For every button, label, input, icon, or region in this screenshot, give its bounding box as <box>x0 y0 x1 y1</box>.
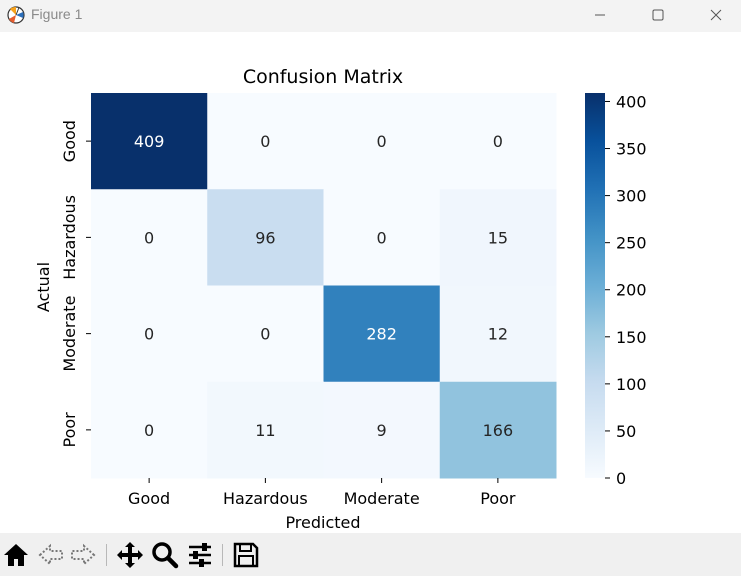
chart-title: Confusion Matrix <box>243 66 403 88</box>
minimize-button[interactable] <box>571 0 629 30</box>
cell-value-label: 0 <box>377 132 387 151</box>
minimize-icon <box>595 14 605 16</box>
cell-value-label: 0 <box>144 325 154 344</box>
matplotlib-icon <box>7 6 25 24</box>
colorbar-tick-label: 100 <box>616 375 647 394</box>
y-axis-label: Actual <box>34 262 53 312</box>
colorbar-tick-label: 150 <box>616 328 647 347</box>
window-titlebar: Figure 1 <box>0 0 741 32</box>
cell-value-label: 0 <box>144 421 154 440</box>
back-button[interactable] <box>36 540 66 570</box>
x-tick-label: Good <box>128 489 170 508</box>
x-axis-label: Predicted <box>285 513 360 532</box>
heatmap-cell <box>439 381 557 479</box>
zoom-button[interactable] <box>150 540 180 570</box>
zoom-icon <box>152 542 179 569</box>
cell-value-label: 0 <box>260 325 270 344</box>
maximize-button[interactable] <box>629 0 687 30</box>
heatmap-cell <box>207 189 324 286</box>
y-tick-label: Hazardous <box>60 195 79 280</box>
forward-icon <box>71 543 96 567</box>
window-title: Figure 1 <box>31 6 83 22</box>
colorbar-tick-label: 200 <box>616 281 647 300</box>
home-icon <box>4 544 28 566</box>
cell-value-label: 12 <box>488 325 508 344</box>
toolbar-separator <box>106 544 107 566</box>
heatmap-cell <box>323 93 441 190</box>
y-tick-label: Good <box>60 120 79 162</box>
heatmap-cell <box>439 285 557 383</box>
heatmap-cell <box>439 189 557 286</box>
heatmap-cell <box>207 93 324 190</box>
home-button[interactable] <box>1 540 31 570</box>
heatmap-cell <box>323 285 441 383</box>
colorbar-tick-label: 0 <box>616 469 626 488</box>
save-button[interactable] <box>231 540 261 570</box>
heatmap-cell <box>439 93 557 190</box>
heatmap-cell <box>91 285 208 383</box>
cell-value-label: 0 <box>144 228 154 247</box>
confusion-matrix-chart: Confusion Matrix 409 0 0 00 96 0 150 0 282 120 11 9… <box>34 66 647 532</box>
colorbar-tick-label: 350 <box>616 140 647 159</box>
save-icon <box>233 542 259 568</box>
colorbar-tick-label: 50 <box>616 422 636 441</box>
heatmap-cell <box>91 93 208 190</box>
heatmap-cell <box>91 381 208 479</box>
cell-value-label: 96 <box>255 228 275 247</box>
heatmap-cell <box>207 381 324 479</box>
cell-value-label: 0 <box>260 132 270 151</box>
cell-value-label: 9 <box>377 421 387 440</box>
toolbar-separator <box>222 544 223 566</box>
figure-canvas: Confusion Matrix 409 0 0 0 0 96 0 15 0 0 282 12 0 11 9… <box>0 32 741 533</box>
x-tick-label: Moderate <box>344 489 420 508</box>
pan-icon <box>117 542 143 568</box>
x-tick-label: Poor <box>480 489 516 508</box>
colorbar-tick-label: 300 <box>616 187 647 206</box>
configure-subplots-icon <box>189 543 211 567</box>
cell-value-label: 409 <box>134 132 165 151</box>
forward-button[interactable] <box>68 540 98 570</box>
cell-value-label: 166 <box>483 421 514 440</box>
configure-subplots-button[interactable] <box>185 540 215 570</box>
x-tick-label: Hazardous <box>223 489 308 508</box>
close-button[interactable] <box>687 0 741 30</box>
cell-value-label: 11 <box>255 421 275 440</box>
cell-value-label: 15 <box>488 228 508 247</box>
back-icon <box>38 543 63 567</box>
y-tick-label: Moderate <box>60 296 79 372</box>
cell-value-label: 282 <box>366 325 397 344</box>
maximize-icon <box>652 9 664 21</box>
colorbar-tick-label: 250 <box>616 234 647 253</box>
y-tick-label: Poor <box>60 412 79 448</box>
colorbar-tick-label: 400 <box>616 92 647 111</box>
close-icon <box>710 9 722 21</box>
pan-button[interactable] <box>115 540 145 570</box>
heatmap-cell <box>91 189 208 286</box>
cell-value-label: 0 <box>493 132 503 151</box>
cell-value-label: 0 <box>377 228 387 247</box>
heatmap-cell <box>323 381 441 479</box>
heatmap-cell <box>207 285 324 383</box>
colorbar <box>585 93 605 478</box>
navigation-toolbar <box>0 533 741 576</box>
heatmap-cell <box>323 189 441 286</box>
